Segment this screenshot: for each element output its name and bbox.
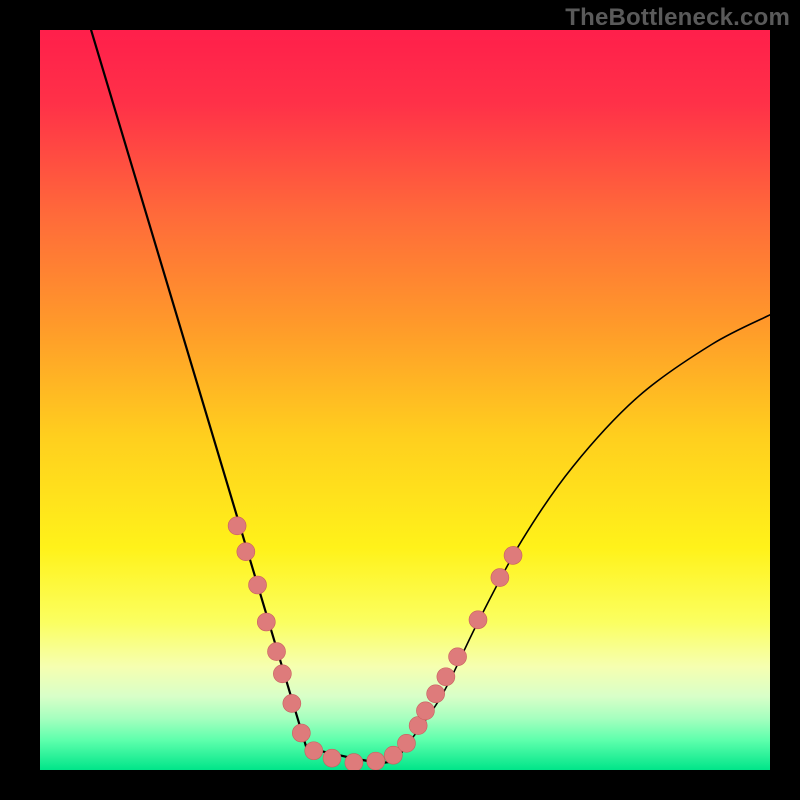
marker-point xyxy=(257,613,275,631)
marker-point xyxy=(228,517,246,535)
plot-area xyxy=(40,30,770,770)
marker-point xyxy=(449,648,467,666)
marker-point xyxy=(469,611,487,629)
marker-point xyxy=(323,749,341,767)
marker-point xyxy=(367,752,385,770)
marker-point xyxy=(397,734,415,752)
marker-point xyxy=(437,668,455,686)
marker-point xyxy=(292,724,310,742)
marker-point xyxy=(491,569,509,587)
gradient-background xyxy=(40,30,770,770)
marker-point xyxy=(273,665,291,683)
marker-point xyxy=(268,643,286,661)
marker-point xyxy=(416,702,434,720)
marker-point xyxy=(504,546,522,564)
marker-point xyxy=(237,543,255,561)
marker-point xyxy=(427,685,445,703)
marker-point xyxy=(345,754,363,770)
watermark-text: TheBottleneck.com xyxy=(565,4,790,32)
marker-point xyxy=(305,742,323,760)
chart-stage: TheBottleneck.com xyxy=(0,0,800,800)
marker-point xyxy=(283,694,301,712)
marker-point xyxy=(249,576,267,594)
